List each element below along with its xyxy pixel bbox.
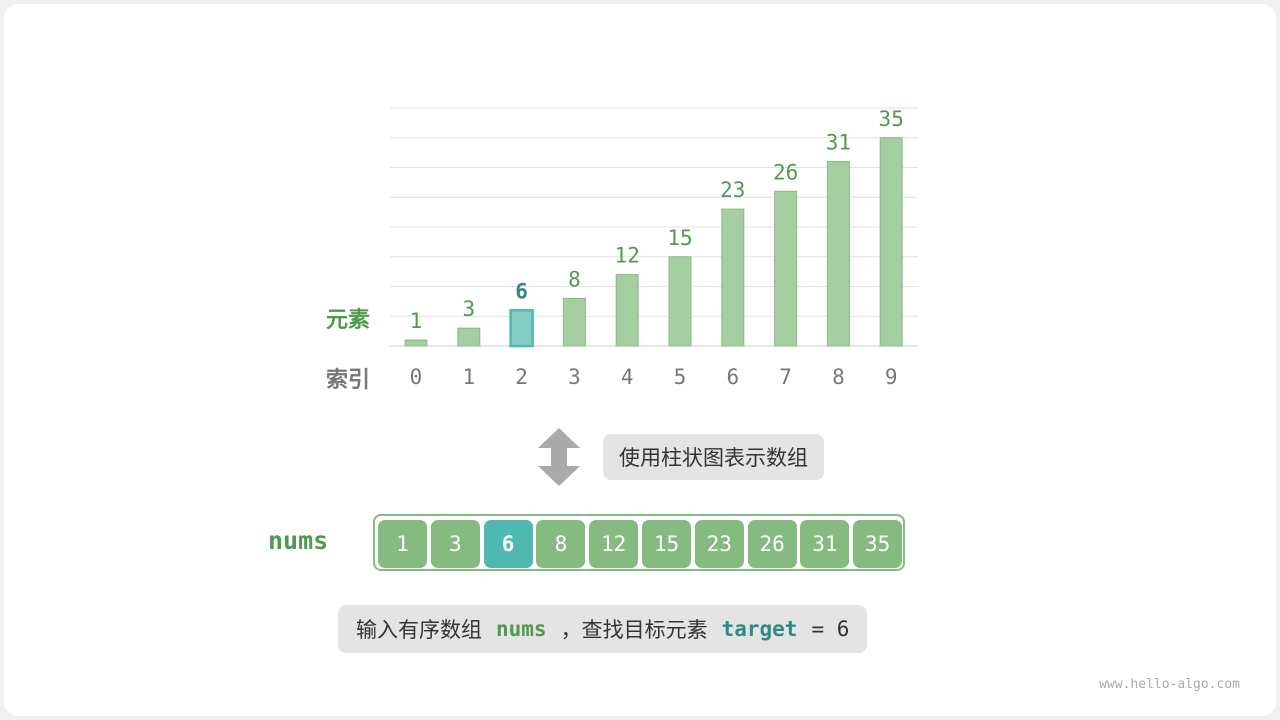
bar	[879, 137, 903, 347]
data-label: 23	[720, 178, 745, 202]
bar	[562, 297, 586, 347]
array-name: nums	[268, 526, 329, 555]
bar	[457, 327, 481, 347]
x-tick-label: 3	[568, 365, 581, 389]
x-tick-label: 9	[885, 365, 898, 389]
data-label: 6	[515, 279, 528, 303]
data-label: 3	[462, 297, 475, 321]
watermark: www.hello-algo.com	[1099, 677, 1240, 692]
arrow-note: 使用柱状图表示数组	[603, 434, 824, 480]
data-label: 26	[773, 160, 798, 184]
data-label: 15	[667, 226, 692, 250]
x-axis-label: 索引	[326, 368, 371, 393]
x-tick-label: 0	[410, 365, 423, 389]
bar	[509, 309, 534, 348]
canvas	[4, 4, 1276, 716]
array-cell: 12	[589, 520, 639, 568]
x-tick-label: 1	[462, 365, 475, 389]
caption-eq: = 6	[811, 617, 850, 641]
bar	[774, 190, 798, 347]
y-axis-label: 元素	[326, 308, 371, 333]
data-label: 8	[568, 267, 581, 291]
array-cell: 1	[378, 520, 427, 568]
caption: 输入有序数组 nums ，查找目标元素 target = 6	[338, 605, 868, 653]
x-tick-label: 6	[726, 365, 739, 389]
caption-nums: nums	[496, 617, 547, 641]
double-arrow-icon	[538, 428, 580, 486]
bar	[668, 256, 692, 347]
array-cell: 35	[853, 520, 903, 568]
array-cell: 23	[694, 520, 744, 568]
bar	[826, 161, 850, 347]
x-tick-label: 4	[621, 365, 634, 389]
x-tick-label: 2	[515, 365, 528, 389]
data-label: 35	[879, 107, 904, 131]
array-cell: 8	[536, 520, 586, 568]
caption-text-1: 输入有序数组	[356, 618, 482, 642]
data-label: 1	[410, 309, 423, 333]
array-cell: 31	[800, 520, 850, 568]
array-cell: 3	[430, 520, 480, 568]
bar	[615, 274, 639, 347]
array-cell: 26	[747, 520, 797, 568]
array-cell: 15	[642, 520, 691, 568]
x-tick-label: 8	[832, 365, 845, 389]
caption-target: target	[721, 617, 798, 641]
array-box	[373, 514, 905, 571]
x-tick-label: 7	[779, 365, 792, 389]
bar	[404, 339, 428, 347]
data-label: 31	[826, 131, 851, 155]
array-cell: 6	[483, 520, 533, 568]
x-tick-label: 5	[674, 365, 687, 389]
bar	[721, 208, 745, 347]
caption-text-2: ，查找目标元素	[560, 618, 708, 642]
data-label: 12	[615, 244, 640, 268]
